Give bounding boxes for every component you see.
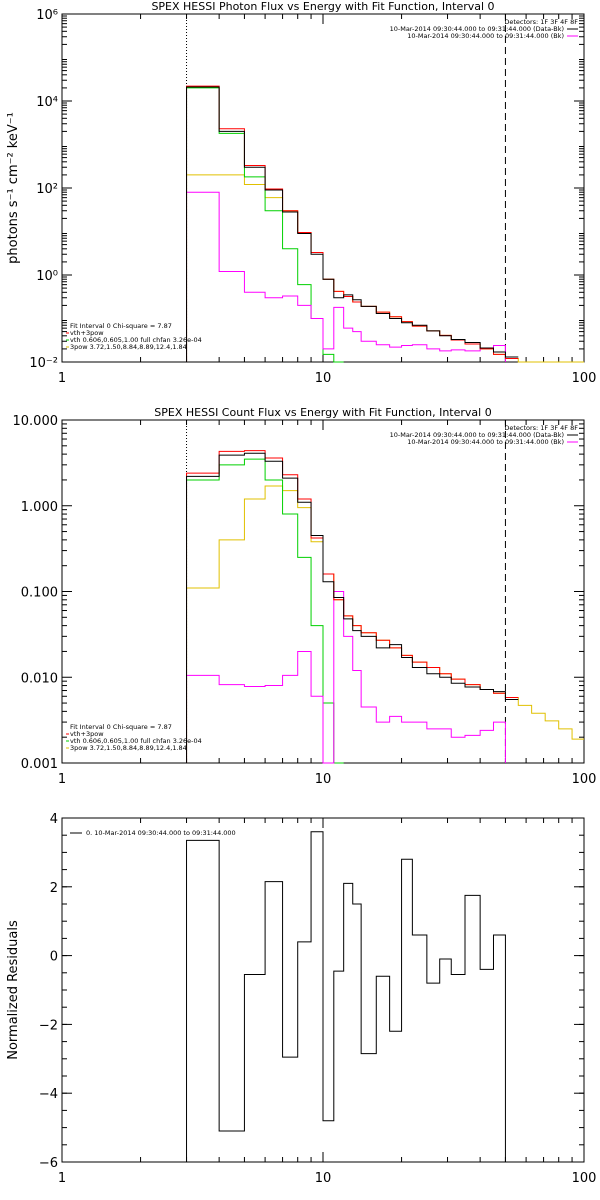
x-tick-label: 100	[572, 1171, 597, 1186]
photon-flux-title: SPEX HESSI Photon Flux vs Energy with Fi…	[151, 0, 494, 13]
y-tick-label: 10⁰	[36, 269, 58, 284]
y-tick-label: −2	[39, 1018, 58, 1033]
count-flux-series	[186, 420, 584, 764]
residuals-series	[186, 831, 506, 1162]
legend-right-entry: 10-Mar-2014 09:30:44.000 to 09:31:44.000…	[390, 25, 564, 33]
y-tick-label: 0.100	[21, 586, 58, 601]
count-flux-panel: SPEX HESSI Count Flux vs Energy with Fit…	[13, 406, 597, 787]
y-tick-label: 10⁴	[36, 95, 58, 110]
legend-left-entry: vth+3pow	[70, 329, 104, 337]
y-tick-label: 1.000	[21, 500, 58, 515]
series-total-fit-line	[186, 450, 519, 763]
series-background-line	[186, 591, 506, 764]
y-tick-label: 10⁻²	[29, 356, 58, 371]
legend-left-entry: vth 0.606,0.605,1.00 full chfan 3.26e-04	[70, 336, 202, 344]
x-tick-label: 100	[572, 371, 597, 386]
legend-left-entry: Fit Interval 0 Chi-square = 7.87	[70, 723, 172, 731]
photon-flux-ticks: 1 10 100 10⁻² 10⁰ 10² 10⁴ 10⁶	[29, 8, 596, 386]
x-tick-label: 10	[315, 1171, 332, 1186]
legend-left-entry: vth 0.606,0.605,1.00 full chfan 3.26e-04	[70, 737, 202, 745]
photon-flux-panel: SPEX HESSI Photon Flux vs Energy with Fi…	[6, 0, 596, 386]
series-total-fit-line	[186, 85, 519, 362]
legend-right-entry: 10-Mar-2014 09:30:44.000 to 09:31:44.000…	[407, 32, 564, 40]
photon-flux-plot-frame	[61, 13, 585, 363]
series-3pow-line	[186, 485, 584, 763]
series-3pow-line	[186, 174, 584, 363]
legend-left-entry: 0. 10-Mar-2014 09:30:44.000 to 09:31:44.…	[86, 829, 236, 837]
residuals-ticks: 1 10 100 −6 −4 −2 0 2 4	[39, 812, 597, 1186]
y-tick-label: 10⁶	[36, 8, 58, 23]
count-flux-ticks: 1 10 100 0.001 0.010 0.100 1.000 10.000	[13, 414, 597, 787]
photon-flux-series	[186, 14, 584, 363]
y-tick-label: 0	[50, 950, 58, 965]
series-vth-line	[186, 87, 344, 363]
legend-right-entry: Detectors: 1F 3F 4F 8F	[504, 18, 578, 26]
x-tick-label: 1	[58, 1171, 66, 1186]
y-tick-label: −4	[39, 1087, 58, 1102]
legend-right-entry: Detectors: 1F 3F 4F 8F	[504, 424, 578, 432]
legend-left-entry: 3pow 3.72,1.50,8.84,8.89,12.4,1.84	[70, 343, 187, 351]
x-tick-label: 10	[315, 772, 332, 787]
x-tick-label: 10	[315, 371, 332, 386]
legend-left-entry: Fit Interval 0 Chi-square = 7.87	[70, 322, 172, 330]
y-tick-label: 0.010	[21, 671, 58, 686]
y-tick-label: 0.001	[21, 757, 58, 772]
y-tick-label: 10²	[36, 182, 58, 197]
legend-right-entry: 10-Mar-2014 09:30:44.000 to 09:31:44.000…	[390, 431, 564, 439]
x-tick-label: 1	[58, 371, 66, 386]
photon-flux-y-label: photons s⁻¹ cm⁻² keV⁻¹	[6, 112, 21, 264]
series-background-line	[186, 191, 506, 362]
x-tick-label: 100	[572, 772, 597, 787]
y-tick-label: −6	[39, 1156, 58, 1171]
series-data-bk-line	[186, 452, 519, 763]
y-tick-label: 4	[50, 812, 58, 827]
residuals-panel: Normalized Residuals 1 10 100 −6 −4 −2 0 2 4 0. …	[6, 812, 596, 1186]
residuals-legend: 0. 10-Mar-2014 09:30:44.000 to 09:31:44.…	[70, 829, 236, 837]
series-residuals-line	[186, 831, 506, 1162]
x-tick-label: 1	[58, 772, 66, 787]
series-vth-line	[186, 458, 344, 764]
y-tick-label: 10.000	[13, 414, 59, 429]
count-flux-title: SPEX HESSI Count Flux vs Energy with Fit…	[154, 406, 491, 419]
residuals-y-label: Normalized Residuals	[6, 920, 21, 1060]
series-data-bk-line	[186, 86, 519, 362]
y-tick-label: 2	[50, 881, 58, 896]
legend-right-entry: 10-Mar-2014 09:30:44.000 to 09:31:44.000…	[407, 438, 564, 446]
legend-left-entry: vth+3pow	[70, 730, 104, 738]
legend-left-entry: 3pow 3.72,1.50,8.84,8.89,12.4,1.84	[70, 744, 187, 752]
